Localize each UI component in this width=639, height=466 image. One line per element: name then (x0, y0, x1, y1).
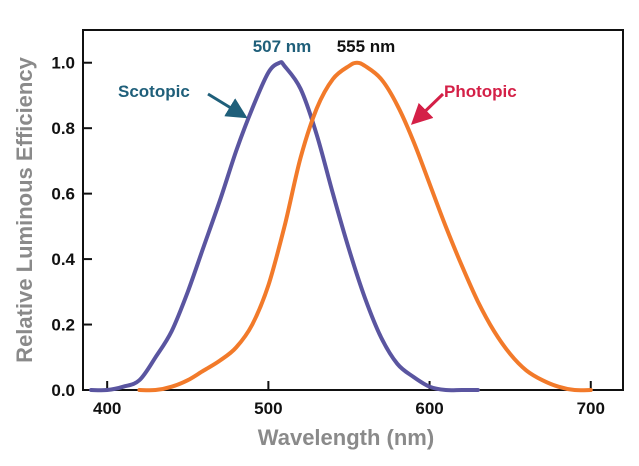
scotopic-peak-label: 507 nm (253, 37, 312, 56)
y-tick-label: 0.2 (51, 316, 75, 335)
y-tick-label: 0.0 (51, 381, 75, 400)
photopic-peak-label: 555 nm (337, 37, 396, 56)
scotopic-curve (89, 60, 480, 393)
scotopic-arrow (207, 92, 248, 119)
x-axis-title: Wavelength (nm) (258, 425, 434, 450)
y-axis-title: Relative Luminous Efficiency (12, 56, 37, 362)
x-tick-label: 500 (254, 399, 282, 418)
y-tick-label: 0.4 (51, 250, 75, 269)
y-axis-ticks: 0.0 0.2 0.4 0.6 0.8 1.0 (51, 54, 92, 400)
scotopic-label: Scotopic (118, 82, 190, 101)
y-tick-label: 0.6 (51, 185, 75, 204)
photopic-label: Photopic (444, 82, 517, 101)
x-axis-ticks: 400 500 600 700 (93, 381, 605, 418)
x-tick-label: 600 (415, 399, 443, 418)
y-tick-label: 0.8 (51, 119, 75, 138)
photopic-curve (137, 60, 593, 393)
x-tick-label: 700 (577, 399, 605, 418)
plot-frame (82, 29, 624, 391)
y-tick-label: 1.0 (51, 54, 75, 73)
x-tick-label: 400 (93, 399, 121, 418)
photopic-arrow (410, 92, 445, 125)
